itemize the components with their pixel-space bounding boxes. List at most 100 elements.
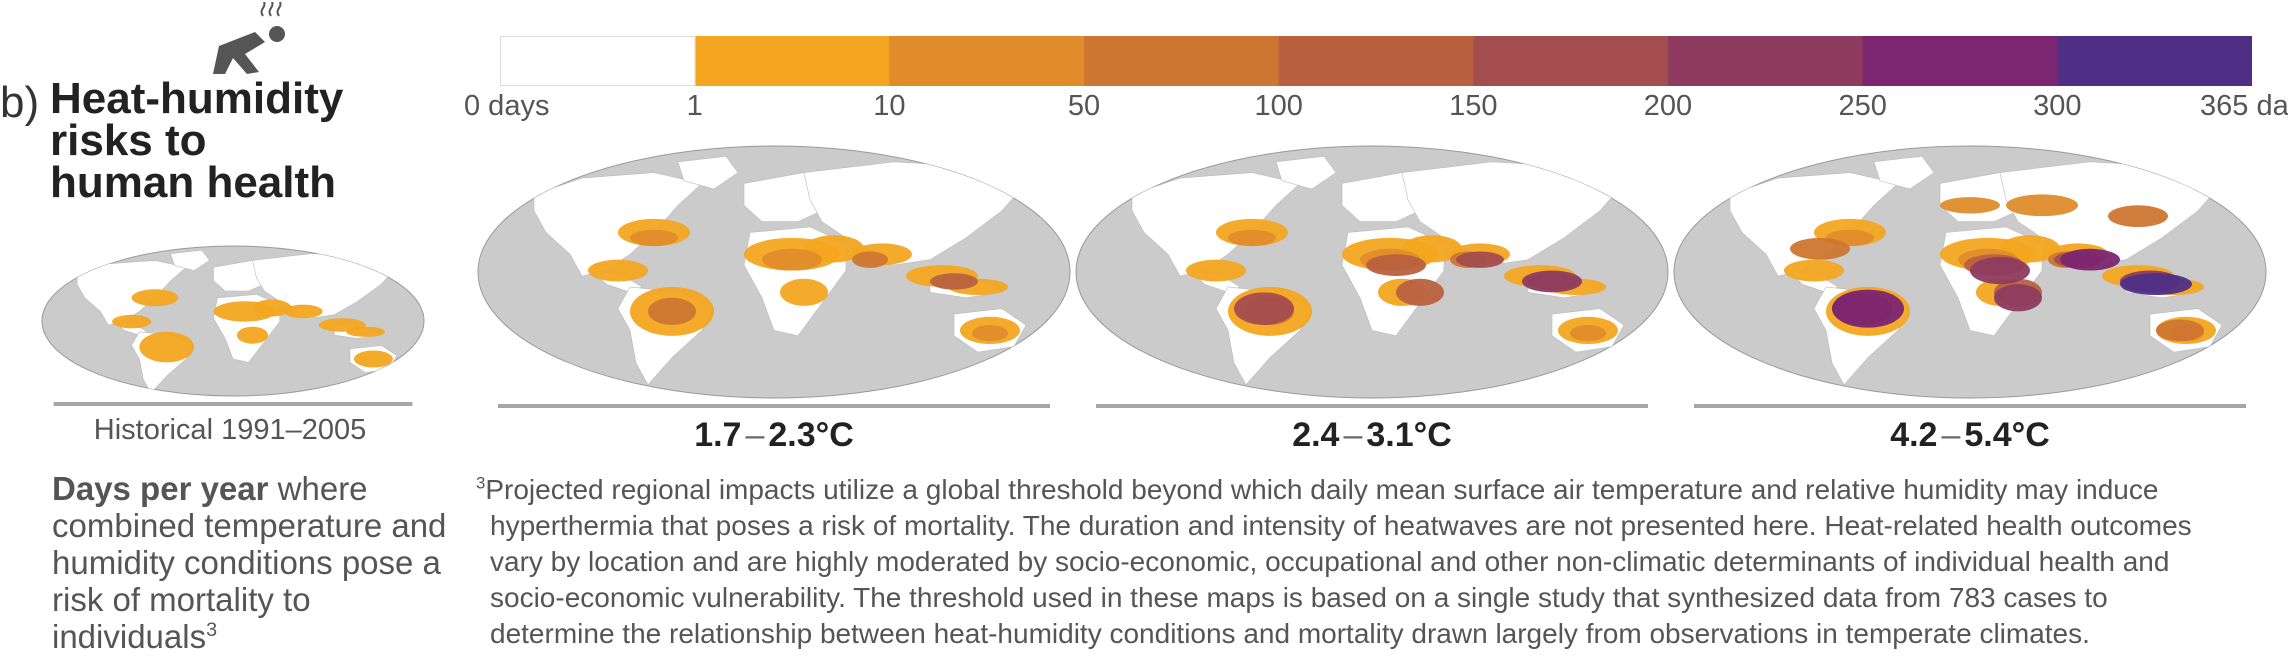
legend-swatch xyxy=(694,36,890,86)
continent-greenland xyxy=(677,155,739,190)
scenario-dash: – xyxy=(745,416,765,454)
map-scenario-2 xyxy=(1075,145,1669,408)
risk-region xyxy=(2156,319,2204,342)
legend-swatch xyxy=(2057,36,2252,86)
risk-region xyxy=(1784,259,1844,282)
risk-region xyxy=(1366,254,1426,276)
legend-swatch xyxy=(889,36,1085,86)
risk-region xyxy=(2060,248,2120,271)
description-bold: Days per year xyxy=(52,470,269,507)
risk-region xyxy=(648,297,696,325)
continent-na xyxy=(533,172,703,277)
scenario-high: 3.1°C xyxy=(1366,416,1452,454)
person-in-heat-icon xyxy=(213,2,285,74)
risk-region xyxy=(2120,273,2192,296)
footnote: 3Projected regional impacts utilize a gl… xyxy=(476,472,2276,652)
risk-region xyxy=(2108,205,2168,228)
risk-region xyxy=(112,314,152,329)
risk-region xyxy=(630,229,678,247)
legend-tick-label: 200 xyxy=(1643,90,1693,122)
legend-swatch-border xyxy=(500,36,696,86)
scenario-label-3: 4.2–5.4°C xyxy=(1720,416,2220,455)
risk-region xyxy=(1994,284,2042,312)
legend-tick-label: 10 xyxy=(873,90,906,122)
scenario-label-1: 1.7–2.3°C xyxy=(524,416,1024,455)
panel-title: Heat-humidity risks to human health xyxy=(50,74,380,207)
risk-region xyxy=(1396,278,1444,306)
map-base-line xyxy=(498,404,1050,408)
continent-na xyxy=(76,260,187,326)
risk-region xyxy=(588,259,648,282)
footnote-line: 3Projected regional impacts utilize a gl… xyxy=(476,473,2159,505)
continent-greenland xyxy=(1275,155,1337,190)
risk-region xyxy=(283,304,323,319)
risk-region xyxy=(1940,197,2000,214)
panel-title-line: human health xyxy=(50,158,337,207)
footnote-mark: 3 xyxy=(476,473,486,493)
risk-region xyxy=(1570,324,1606,342)
description-rest: where combined temperature and humidity … xyxy=(52,470,447,655)
legend-tick-label: 100 xyxy=(1254,90,1303,122)
scenario-dash: – xyxy=(1941,416,1961,454)
legend-tick-label: 250 xyxy=(1838,90,1887,122)
risk-region xyxy=(780,278,828,306)
legend-swatch xyxy=(1668,36,1864,86)
legend-tick-label: 1 xyxy=(686,90,703,122)
risk-region xyxy=(1970,256,2030,285)
map-historical xyxy=(41,245,425,406)
legend-tick-label: 0 days xyxy=(464,90,550,122)
risk-region xyxy=(252,299,292,317)
risk-region xyxy=(1790,237,1850,260)
risk-region xyxy=(1832,289,1904,328)
footnote-line: socio-economic vulnerability. The thresh… xyxy=(490,582,2108,613)
risk-region xyxy=(762,248,822,271)
risk-region xyxy=(2006,194,2078,217)
footnote-line: vary by location and are highly moderate… xyxy=(490,546,2170,577)
risk-region xyxy=(236,326,269,344)
panel-title-line: Heat-humidity xyxy=(50,74,344,123)
continent-greenland xyxy=(170,249,211,271)
risk-region xyxy=(1456,251,1504,268)
legend-tick-label: 365 days xyxy=(2200,90,2288,122)
risk-region xyxy=(131,289,179,307)
footnote-line: determine the relationship between heat-… xyxy=(490,618,2090,649)
panel-letter: b) xyxy=(0,78,40,127)
scenario-high: 2.3°C xyxy=(768,416,854,454)
scenario-low: 4.2 xyxy=(1890,416,1938,454)
scenario-dash: – xyxy=(1343,416,1363,454)
scenario-high: 5.4°C xyxy=(1964,416,2050,454)
legend-swatch xyxy=(1473,36,1669,86)
continent-greenland xyxy=(1873,155,1935,190)
risk-region xyxy=(1186,259,1246,282)
footnote-line: hyperthermia that poses a risk of mortal… xyxy=(490,510,2192,541)
legend-tick-label: 50 xyxy=(1067,90,1101,122)
legend-tick-label: 300 xyxy=(2033,90,2082,122)
risk-region xyxy=(353,350,393,368)
risk-region xyxy=(346,326,386,337)
risk-region xyxy=(852,251,888,268)
continent-na xyxy=(1131,172,1301,277)
map-base-line xyxy=(1096,404,1648,408)
legend-color-bar xyxy=(500,36,2252,86)
scenario-low: 1.7 xyxy=(694,416,742,454)
legend-tick-label: 150 xyxy=(1449,90,1498,122)
legend-swatch xyxy=(500,36,696,86)
risk-region xyxy=(972,324,1008,342)
scenario-low: 2.4 xyxy=(1292,416,1340,454)
risk-region xyxy=(930,273,978,290)
risk-region xyxy=(1522,270,1582,293)
description-footnote-mark: 3 xyxy=(206,619,218,641)
legend-swatch xyxy=(1862,36,2058,86)
risk-region xyxy=(139,331,194,363)
legend-swatch xyxy=(1084,36,1280,86)
historical-label: Historical 1991–2005 xyxy=(93,414,367,446)
risk-region xyxy=(1228,229,1276,247)
legend-swatch xyxy=(1278,36,1474,86)
panel-title-line: risks to xyxy=(50,116,207,165)
map-base-line xyxy=(1694,404,2246,408)
scenario-label-2: 2.4–3.1°C xyxy=(1122,416,1622,455)
risk-region xyxy=(1234,292,1294,325)
map-scenario-1 xyxy=(477,145,1071,408)
map-base-line xyxy=(53,402,413,406)
days-per-year-description: Days per year where combined temperature… xyxy=(52,470,482,655)
